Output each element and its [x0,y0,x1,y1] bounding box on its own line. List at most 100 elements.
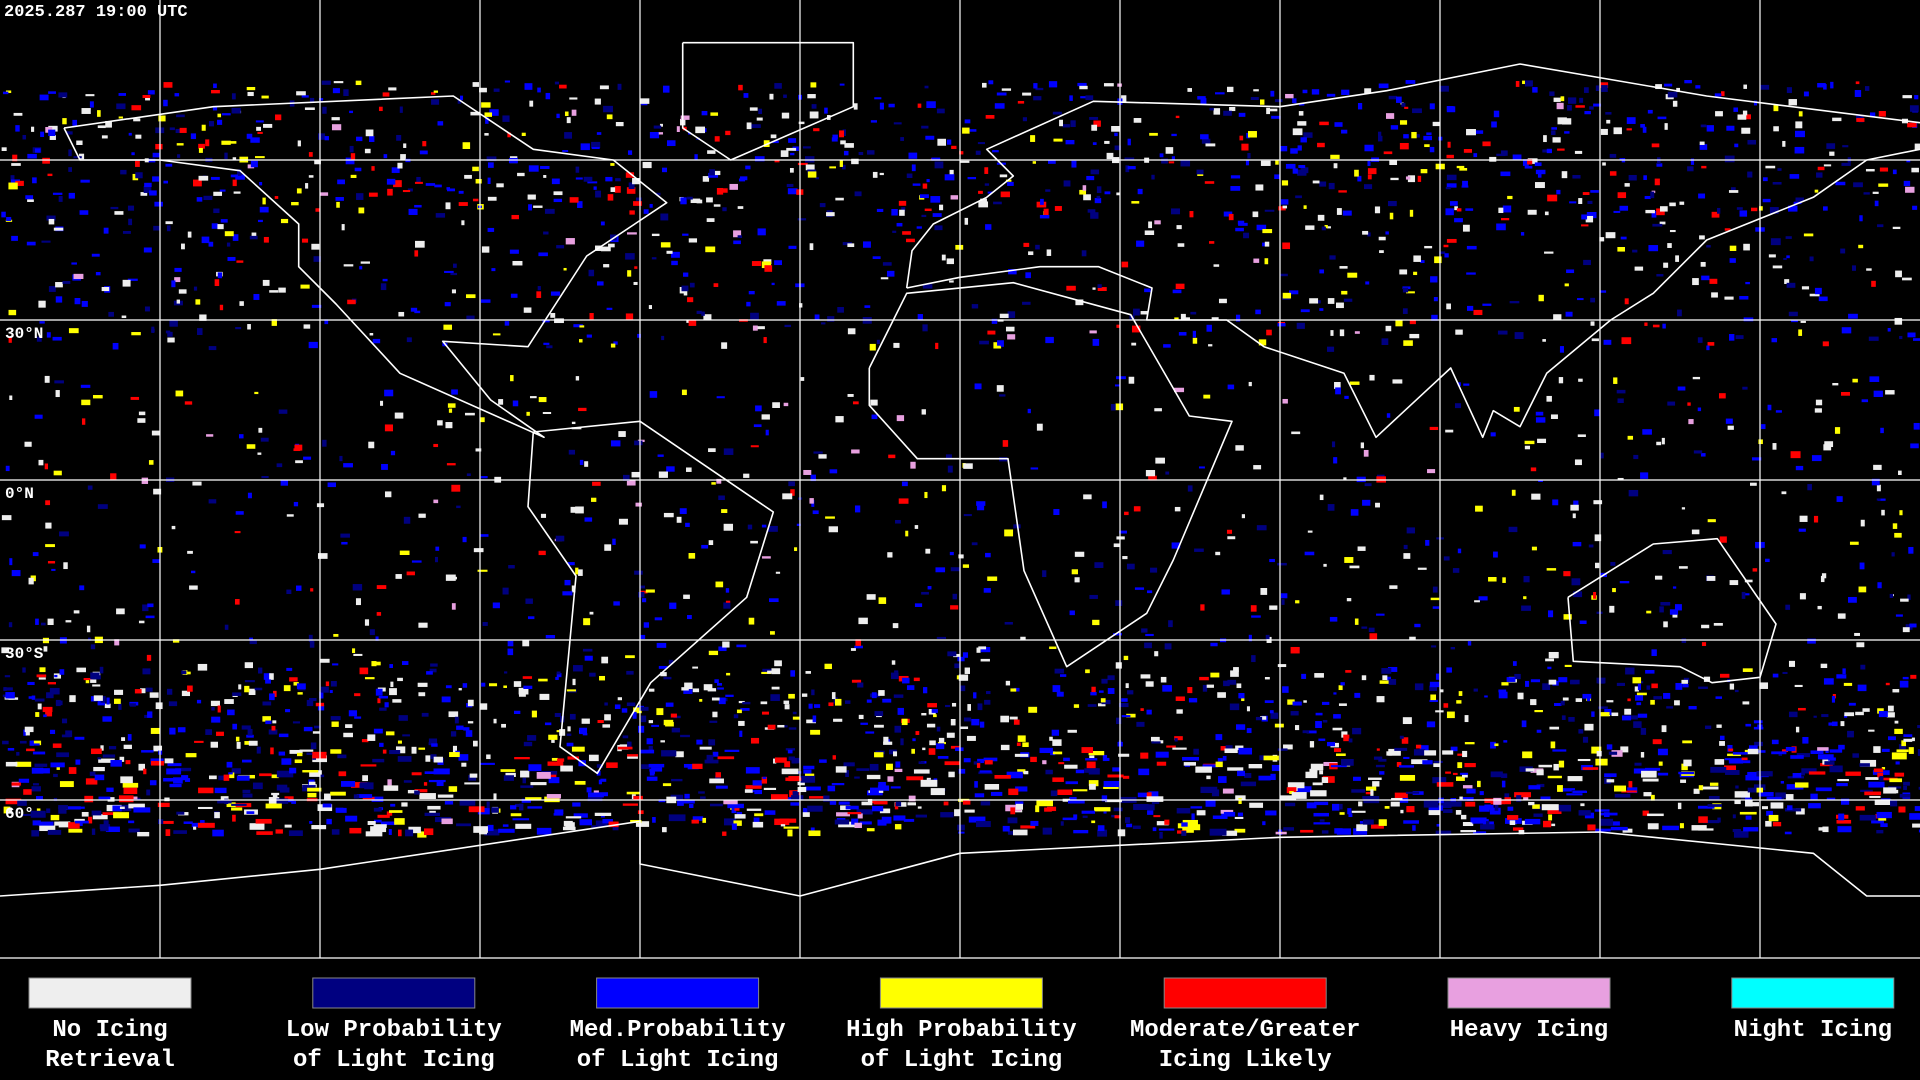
icing-pixel [1085,758,1098,761]
icing-pixel [979,721,985,728]
icing-pixel [786,183,794,188]
icing-pixel [1054,206,1062,211]
icing-pixel [976,505,985,511]
icing-pixel [797,781,805,786]
icing-pixel [1608,751,1618,755]
icing-pixel [1210,672,1220,678]
icing-pixel [635,502,642,507]
icing-pixel [210,700,220,707]
icing-pixel [1388,748,1401,756]
icing-pixel [521,798,531,803]
icing-pixel [1644,195,1651,200]
icing-pixel [1155,457,1165,464]
icing-pixel [999,313,1009,318]
icing-pixel [811,104,817,109]
icing-pixel [1669,609,1679,615]
icing-pixel [1765,165,1776,169]
icing-pixel [1563,571,1571,577]
icing-pixel [296,752,303,757]
icing-pixel [450,272,458,276]
icing-pixel [661,750,677,757]
icing-pixel [936,743,945,750]
icing-pixel [1667,243,1672,248]
icing-pixel [738,700,745,704]
icing-pixel [410,307,418,312]
icing-pixel [1370,789,1374,796]
icing-pixel [1343,298,1353,302]
icing-pixel [374,661,381,666]
icing-pixel [1188,698,1198,703]
icing-pixel [814,314,820,320]
icing-pixel [140,192,148,196]
icing-pixel [1561,715,1566,720]
icing-pixel [376,585,387,590]
icing-pixel [444,270,454,273]
icing-pixel [523,685,533,689]
icing-pixel [1591,746,1602,754]
icing-pixel [1706,245,1711,248]
icing-pixel [966,129,977,132]
icing-pixel [595,820,608,827]
icing-pixel [1223,110,1232,116]
icing-pixel [684,682,693,690]
icing-pixel [906,173,913,178]
icing-pixel [1089,594,1098,599]
icing-pixel [355,80,362,86]
icing-pixel [1771,338,1778,343]
icing-pixel [74,297,81,305]
icing-layer [1,80,1920,839]
icing-pixel [1903,738,1913,742]
icing-pixel [489,109,499,116]
icing-pixel [211,89,220,94]
icing-pixel [1777,168,1782,171]
icing-pixel [1808,803,1821,809]
icing-pixel [648,745,653,750]
icing-pixel [1517,692,1524,700]
icing-pixel [434,556,439,563]
icing-pixel [554,809,564,814]
icing-pixel [68,192,75,199]
icing-pixel [142,95,151,99]
icing-pixel [144,306,150,312]
icing-pixel [32,751,46,755]
icing-pixel [1429,685,1437,691]
icing-pixel [486,801,490,809]
icing-pixel [241,725,251,730]
icing-pixel [757,326,765,330]
legend-label: of Light Icing [293,1047,495,1074]
icing-pixel [640,634,646,639]
icing-pixel [1553,763,1559,771]
icing-pixel [656,642,667,648]
icing-pixel [1022,117,1028,122]
icing-pixel [788,481,795,487]
icing-pixel [97,110,101,117]
icing-pixel [1716,724,1722,728]
icing-pixel [1181,317,1190,321]
icing-pixel [391,167,400,173]
icing-pixel [431,743,438,747]
icing-pixel [997,340,1004,347]
icing-pixel [589,313,594,320]
icing-pixel [148,460,154,465]
icing-pixel [1800,772,1805,776]
icing-pixel [88,816,93,824]
icing-pixel [763,337,767,344]
icing-pixel [8,182,18,190]
icing-pixel [1172,289,1182,294]
icing-pixel [1227,384,1235,390]
icing-pixel [858,151,864,156]
icing-pixel [1282,398,1288,404]
icing-pixel [708,448,716,453]
icing-pixel [1568,716,1575,722]
icing-pixel [1427,469,1436,474]
icing-pixel [1266,107,1271,115]
icing-pixel [1578,198,1583,204]
icing-pixel [1403,134,1409,139]
icing-pixel [441,818,453,825]
icing-pixel [1264,700,1274,704]
icing-pixel [1514,792,1532,798]
icing-pixel [645,589,655,593]
icing-pixel [1521,605,1531,611]
icing-pixel [648,763,665,768]
icing-pixel [1771,751,1787,755]
